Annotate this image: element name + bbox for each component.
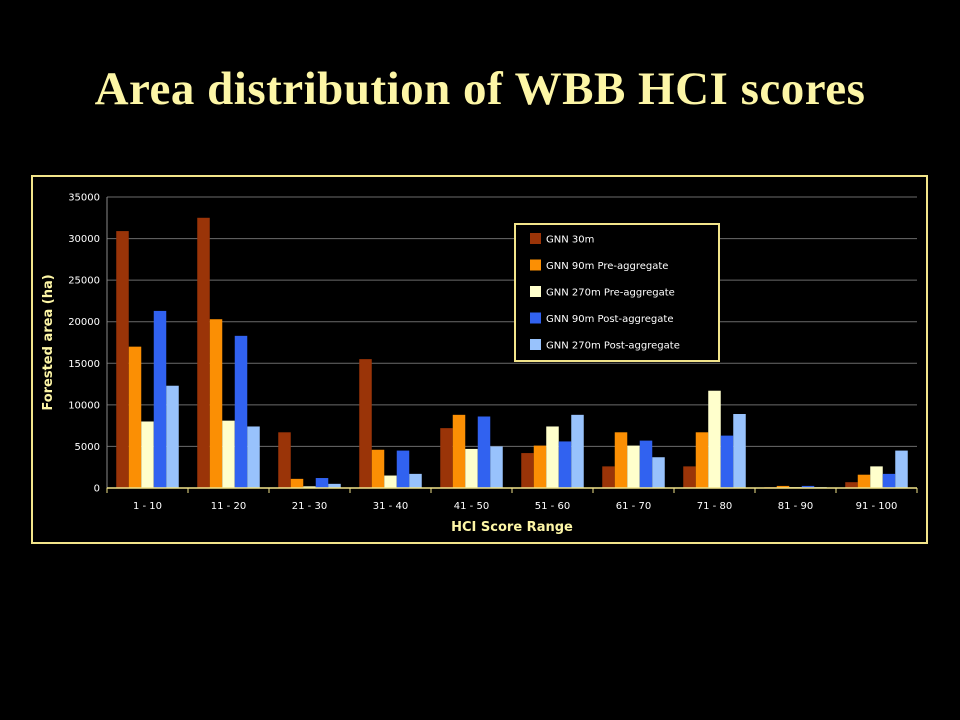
gridlines	[107, 196, 917, 447]
bar	[776, 485, 790, 488]
bar	[222, 420, 235, 488]
bar	[328, 483, 341, 488]
bar	[614, 432, 628, 488]
bar	[452, 414, 466, 488]
y-tick-label: 15000	[68, 359, 100, 370]
bar	[895, 450, 908, 488]
slide-title: Area distribution of WBB HCI scores	[94, 63, 866, 115]
bar	[845, 482, 858, 488]
x-tick-label: 61 - 70	[616, 501, 651, 512]
bar	[396, 450, 410, 488]
y-tick-label: 20000	[68, 317, 100, 328]
bar	[290, 478, 304, 488]
legend-label: GNN 90m Post-aggregate	[546, 314, 673, 325]
bar	[247, 426, 260, 488]
x-axis-title: HCI Score Range	[451, 520, 573, 535]
y-axis-title: Forested area (ha)	[41, 274, 56, 410]
legend-swatch	[530, 259, 541, 271]
bar	[571, 414, 584, 488]
legend-label: GNN 30m	[546, 235, 594, 246]
x-tick-label: 81 - 90	[778, 501, 813, 512]
bar	[359, 359, 372, 488]
bar	[639, 440, 653, 488]
y-tick-label: 25000	[68, 276, 100, 287]
bar	[303, 486, 316, 488]
bar	[733, 414, 746, 488]
bar	[857, 474, 871, 488]
x-tick-label: 21 - 30	[292, 501, 327, 512]
legend-label: GNN 270m Post-aggregate	[546, 341, 680, 352]
x-tick-label: 31 - 40	[373, 501, 408, 512]
bar	[371, 449, 385, 488]
bar	[627, 445, 640, 488]
bar	[209, 319, 223, 488]
bar	[278, 432, 291, 488]
legend-swatch	[530, 286, 541, 297]
x-tick-label: 91 - 100	[856, 501, 898, 512]
y-tick-label: 0	[94, 484, 100, 495]
y-tick-label: 5000	[75, 442, 100, 453]
bar	[602, 466, 615, 488]
bar	[521, 453, 534, 488]
bar	[870, 466, 883, 488]
bar	[465, 448, 478, 488]
x-tick-label: 41 - 50	[454, 501, 489, 512]
bar	[153, 310, 167, 488]
bar	[128, 346, 142, 488]
bar	[315, 478, 329, 488]
legend-box	[514, 223, 720, 362]
legend-swatch	[530, 312, 541, 324]
bar	[197, 217, 210, 489]
axes: 0 5000 10000 15000 20000 25000 30000 35000 1 - 1…	[41, 193, 918, 535]
legend: GNN 30m GNN 90m Pre-aggregate GNN 270m Pre…	[514, 223, 720, 362]
bar	[116, 231, 129, 489]
bar	[533, 445, 547, 488]
x-tick-label: 11 - 20	[211, 501, 246, 512]
bar	[141, 421, 154, 488]
bar	[166, 385, 179, 488]
bar	[234, 335, 248, 488]
bar	[409, 473, 422, 488]
bar	[801, 485, 815, 488]
bar	[652, 457, 665, 488]
legend-label: GNN 270m Pre-aggregate	[546, 288, 675, 299]
bar	[546, 426, 559, 488]
bar	[708, 390, 721, 488]
bar	[558, 441, 572, 488]
bar	[882, 473, 896, 488]
legend-swatch	[530, 339, 541, 350]
bar	[720, 435, 734, 488]
legend-swatch	[530, 233, 541, 244]
bar	[683, 466, 696, 488]
bars	[116, 217, 908, 489]
legend-label: GNN 90m Pre-aggregate	[546, 261, 668, 272]
x-tick-label: 71 - 80	[697, 501, 732, 512]
y-tick-label: 30000	[68, 234, 100, 245]
bar	[477, 416, 491, 488]
bar	[440, 428, 453, 488]
chart-frame	[31, 175, 928, 544]
y-tick-label: 10000	[68, 400, 100, 411]
bar	[490, 446, 503, 488]
bar	[695, 432, 709, 488]
x-tick-label: 1 - 10	[133, 501, 162, 512]
x-tick-label: 51 - 60	[535, 501, 570, 512]
bar	[384, 475, 397, 488]
y-tick-label: 35000	[68, 193, 100, 204]
